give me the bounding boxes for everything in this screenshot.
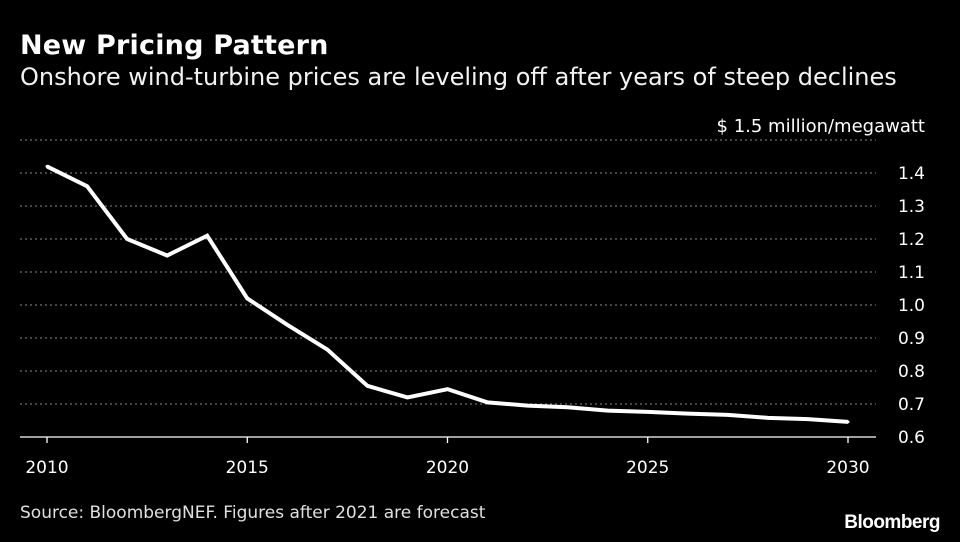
data-point: [606, 409, 610, 413]
data-point: [446, 387, 449, 391]
data-point: [686, 412, 690, 416]
x-tick-label: 2020: [426, 458, 469, 478]
y-tick-label: 0.9: [898, 329, 925, 349]
data-point: [285, 323, 289, 327]
data-point: [726, 413, 730, 417]
data-point: [365, 384, 369, 388]
source-note: Source: BloombergNEF. Figures after 2021…: [20, 503, 486, 523]
y-axis-unit-label: $ 1.5 million/megawatt: [717, 116, 925, 137]
x-tick-label: 2015: [226, 458, 269, 478]
series-layer: [45, 164, 850, 424]
chart-title: New Pricing Pattern: [20, 30, 329, 61]
data-point: [205, 234, 209, 238]
y-tick-label: 1.3: [898, 197, 925, 217]
y-tick-label: 1.4: [898, 164, 925, 184]
x-tick-label: 2025: [626, 458, 669, 478]
y-tick-label: 0.7: [898, 395, 925, 415]
data-point: [245, 296, 249, 300]
x-axis: 2010 2015 2020 2025 2030: [20, 436, 876, 478]
y-axis-labels: 0.6 0.7 0.8 0.9 1.0 1.1 1.2 1.3 1.4: [898, 164, 925, 448]
chart-subtitle: Onshore wind-turbine prices are leveling…: [20, 63, 897, 91]
y-tick-label: 0.8: [898, 362, 925, 382]
data-point: [566, 405, 570, 409]
data-point: [846, 420, 850, 424]
x-tick-label: 2030: [826, 458, 869, 478]
data-point: [766, 416, 770, 420]
data-point: [405, 395, 409, 399]
x-tick-label: 2010: [25, 458, 68, 478]
data-point: [806, 417, 810, 421]
y-tick-label: 1.0: [898, 296, 925, 316]
data-point: [325, 348, 329, 352]
data-point: [486, 400, 490, 404]
data-point: [125, 237, 129, 241]
data-point: [45, 164, 49, 168]
data-point: [646, 410, 650, 414]
data-point: [85, 184, 89, 188]
data-point: [526, 404, 530, 408]
data-point: [165, 254, 169, 257]
grid-lines: [20, 139, 876, 405]
y-tick-label: 1.2: [898, 230, 925, 250]
y-tick-label: 1.1: [898, 263, 925, 283]
series-line: [46, 164, 849, 424]
bloomberg-logo: Bloomberg: [844, 512, 940, 533]
y-tick-label: 0.6: [898, 428, 925, 448]
